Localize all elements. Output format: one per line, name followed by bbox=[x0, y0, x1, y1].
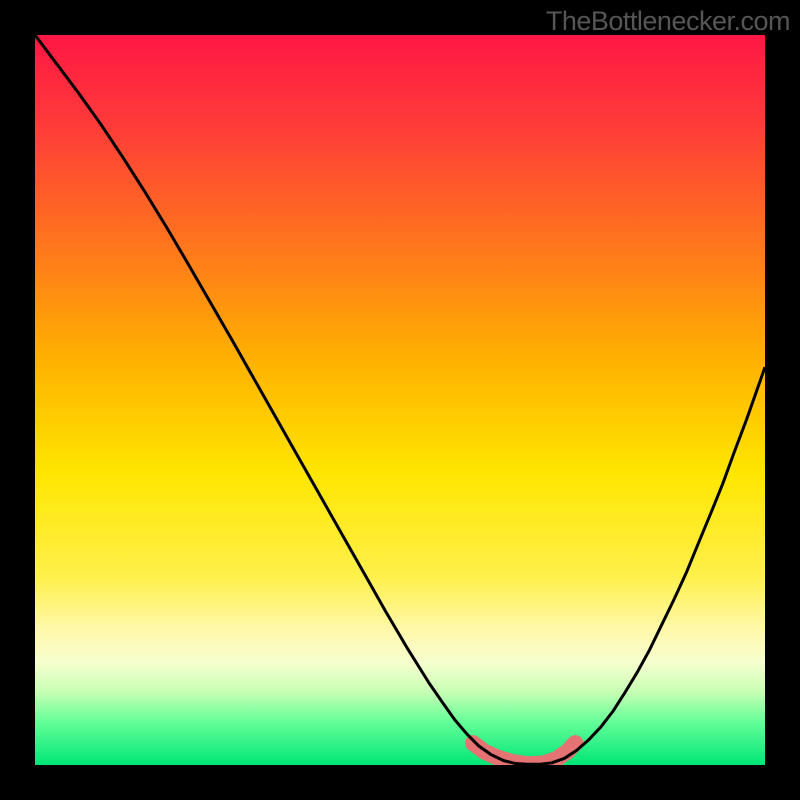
watermark-text: TheBottlenecker.com bbox=[546, 6, 790, 37]
plot-svg bbox=[35, 35, 765, 765]
plot-area bbox=[35, 35, 765, 765]
gradient-background bbox=[35, 35, 765, 765]
chart-container: TheBottlenecker.com bbox=[0, 0, 800, 800]
